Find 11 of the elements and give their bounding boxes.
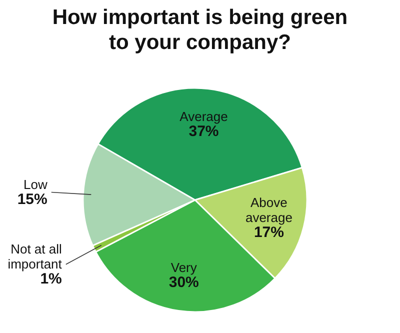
slice-label: Not at all important — [8, 241, 62, 272]
slice-label: Above average — [245, 195, 292, 226]
data-label: 37% — [188, 122, 219, 140]
slice-label: Low — [24, 176, 48, 192]
slice-label: Very — [170, 260, 198, 275]
data-label: 1% — [40, 270, 62, 288]
data-label: 15% — [17, 190, 48, 208]
slice-label: Average — [180, 108, 228, 124]
data-label: 17% — [254, 224, 284, 242]
data-label: 30% — [168, 274, 199, 291]
chart-title: How important is being green to your company? — [52, 6, 348, 54]
